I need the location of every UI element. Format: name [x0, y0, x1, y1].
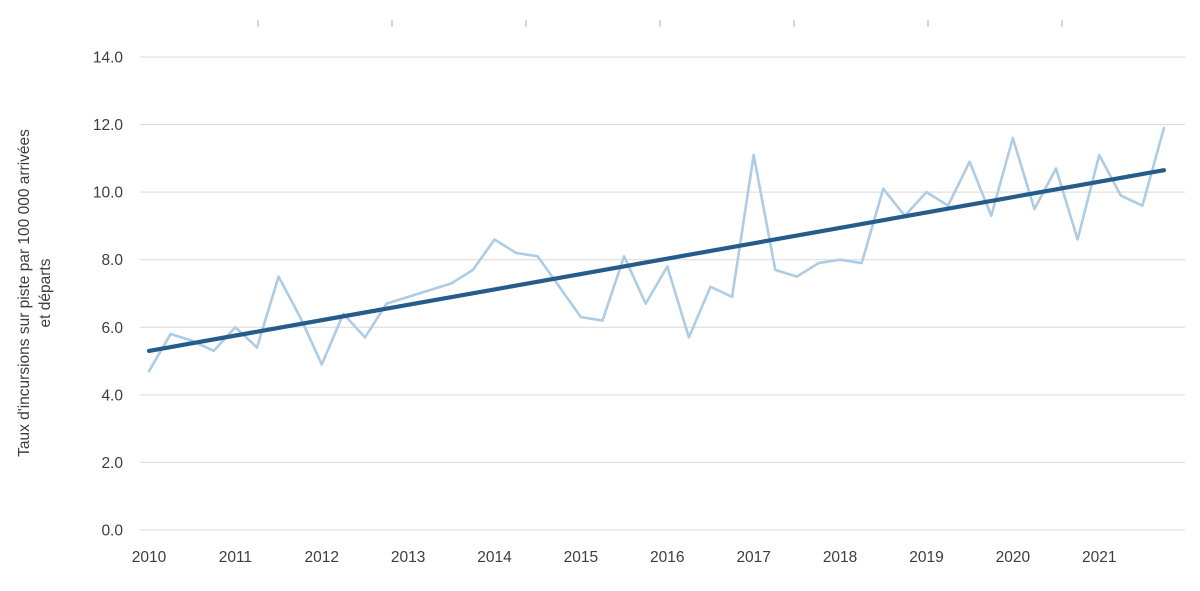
x-tick-label: 2020 [996, 549, 1031, 566]
y-tick-label: 6.0 [101, 320, 123, 337]
y-tick-label: 0.0 [101, 523, 123, 540]
trend-line [146, 168, 1167, 354]
x-tick-label: 2018 [823, 549, 857, 566]
y-tick-label: 4.0 [101, 387, 123, 404]
x-tick-label: 2010 [132, 549, 167, 566]
y-tick-label: 12.0 [93, 117, 124, 134]
x-tick-label: 2019 [909, 549, 943, 566]
x-tick-label: 2013 [391, 549, 425, 566]
x-tick-label: 2021 [1082, 549, 1116, 566]
y-tick-label: 2.0 [101, 455, 123, 472]
x-tick-label: 2017 [736, 549, 770, 566]
x-tick-label: 2012 [305, 549, 339, 566]
x-tick-label: 2015 [564, 549, 598, 566]
x-tick-label: 2011 [219, 549, 252, 566]
x-tick-label: 2016 [650, 549, 684, 566]
y-tick-label: 14.0 [93, 50, 124, 67]
y-tick-label: 8.0 [101, 252, 123, 269]
y-tick-label: 10.0 [93, 185, 124, 202]
x-tick-label: 2014 [477, 549, 512, 566]
quarterly-rate-line [147, 126, 1166, 373]
